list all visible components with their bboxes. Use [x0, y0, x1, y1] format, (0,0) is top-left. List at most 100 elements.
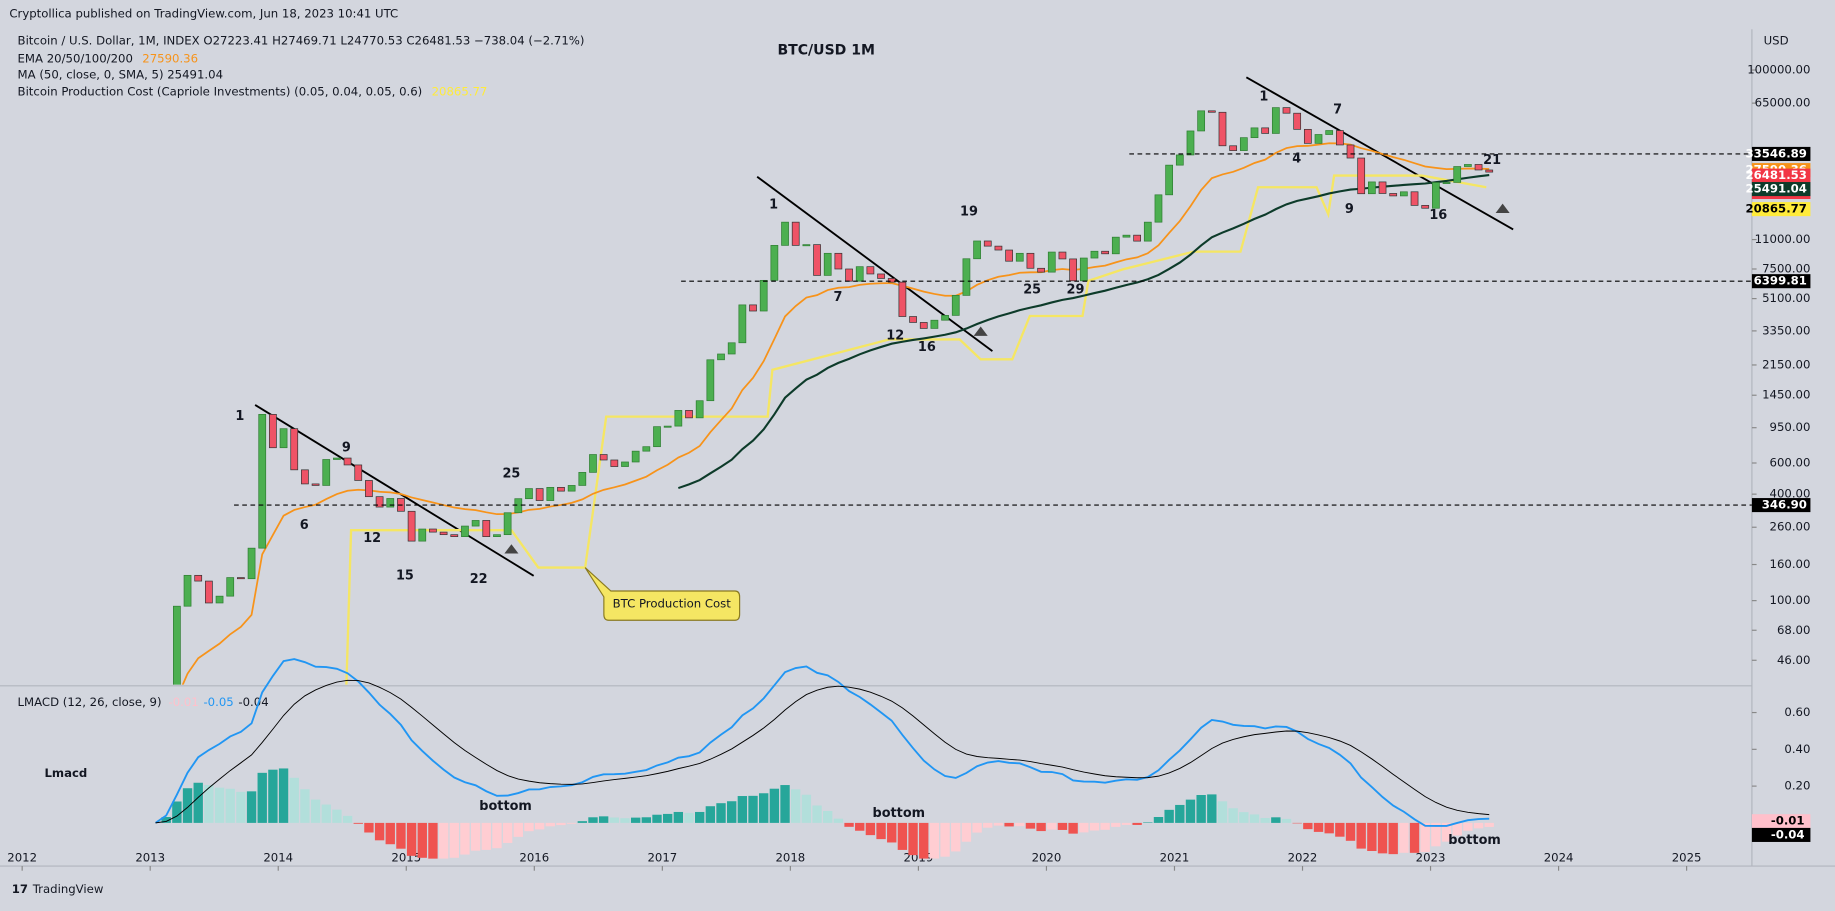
lmacd-histogram: [503, 823, 512, 843]
lmacd-histogram: [684, 813, 693, 823]
price-tag-label: 26481.53: [1746, 168, 1807, 182]
lmacd-line: [156, 659, 1490, 826]
lmacd-histogram: [791, 789, 800, 823]
lmacd-histogram: [1474, 823, 1483, 828]
annotation: 25: [1023, 283, 1041, 298]
lmacd-legend: LMACD (12, 26, close, 9)-0.01-0.05-0.04: [18, 695, 269, 709]
lmacd-histogram: [279, 768, 288, 822]
y-tick-label: 1450.00: [1762, 388, 1810, 402]
lmacd-histogram: [940, 823, 949, 857]
candle: [824, 253, 831, 275]
candle: [1240, 138, 1247, 151]
lmacd-histogram: [1026, 823, 1035, 829]
annotation: 12: [886, 328, 904, 343]
candle: [483, 520, 490, 536]
indicator-line: [678, 175, 1489, 488]
lmacd-histogram: [428, 823, 437, 859]
annotation: 4: [1292, 152, 1301, 167]
footer-logo: 17: [12, 882, 28, 896]
lmacd-histogram: [1015, 823, 1024, 826]
legend: Bitcoin / U.S. Dollar, 1M, INDEX O27223.…: [18, 33, 585, 47]
candle: [846, 269, 853, 281]
candle: [878, 274, 885, 278]
x-tick-label: 2016: [519, 850, 549, 864]
x-tick-label: 2025: [1672, 850, 1702, 864]
lmacd-histogram: [258, 773, 267, 823]
candle: [355, 465, 362, 481]
lmacd-histogram: [1218, 801, 1227, 823]
candle: [1464, 164, 1471, 166]
candle: [1176, 155, 1183, 165]
candle: [1304, 129, 1311, 143]
lmacd-histogram: [343, 816, 352, 823]
y-tick-label: 3350.00: [1762, 323, 1810, 337]
annotation: 16: [1429, 208, 1447, 223]
candle: [1155, 195, 1162, 222]
candle: [1347, 145, 1354, 158]
annotation: 7: [1333, 103, 1342, 118]
candle: [461, 526, 468, 537]
candle: [600, 455, 607, 460]
candle: [504, 513, 511, 535]
candle: [1400, 192, 1407, 196]
candle: [1187, 131, 1194, 155]
lmacd-histogram: [460, 823, 469, 855]
lmacd-histogram: [631, 818, 640, 823]
lmacd-histogram: [919, 823, 928, 859]
lmacd-histogram: [1186, 800, 1195, 823]
candle: [429, 529, 436, 532]
candle: [728, 343, 735, 354]
lmacd-histogram: [695, 812, 704, 823]
y-tick-label: 5100.00: [1762, 291, 1810, 305]
candle: [632, 451, 639, 462]
candle: [1294, 113, 1301, 129]
lmacd-histogram: [300, 789, 309, 823]
lmacd-histogram: [1122, 823, 1131, 825]
annotation: 1: [1259, 90, 1268, 105]
lmacd-histogram: [1485, 823, 1494, 827]
candle: [1219, 112, 1226, 146]
callout: BTC Production Cost: [613, 596, 732, 610]
lmacd-histogram: [866, 823, 875, 835]
price-tag-label: 20865.77: [1746, 202, 1807, 216]
lmacd-value: -0.04: [238, 695, 268, 709]
candle: [323, 459, 330, 485]
y-tick-label: 0.40: [1784, 742, 1810, 756]
x-tick-label: 2012: [7, 850, 37, 864]
annotation: 21: [1483, 153, 1501, 168]
footer: TradingView: [32, 882, 104, 896]
production-cost: [346, 176, 1486, 685]
lmacd-histogram: [1111, 823, 1120, 827]
legend: Bitcoin Production Cost (Capriole Invest…: [18, 84, 488, 98]
price-tag-label: 25491.04: [1746, 182, 1807, 196]
candle: [952, 295, 959, 315]
indicator-line: [156, 143, 1490, 724]
candle: [1006, 250, 1013, 261]
lmacd-histogram: [620, 818, 629, 823]
lmacd-value: -0.01: [169, 695, 199, 709]
lmacd-histogram: [1271, 817, 1280, 823]
x-tick-label: 2019: [904, 850, 934, 864]
lmacd-histogram: [1047, 823, 1056, 830]
lmacd-histogram: [1004, 823, 1013, 827]
lmacd-histogram: [1314, 823, 1323, 832]
candle: [1038, 268, 1045, 272]
legend: EMA 20/50/100/200: [18, 51, 133, 65]
candle: [611, 460, 618, 467]
candle: [1475, 164, 1482, 170]
lmacd-histogram: [1260, 818, 1269, 823]
candle: [237, 578, 244, 579]
y-tick-label: 0.20: [1784, 779, 1810, 793]
candle: [525, 489, 532, 499]
lmacd-histogram: [1399, 823, 1408, 853]
lmacd-histogram: [930, 823, 939, 859]
lmacd-note: bottom: [872, 806, 925, 821]
candle: [344, 458, 351, 465]
candle: [760, 280, 767, 311]
candle: [1443, 182, 1450, 183]
lmacd-histogram: [215, 788, 224, 823]
lmacd-histogram: [247, 791, 256, 823]
lmacd-histogram: [727, 801, 736, 823]
lmacd-histogram: [1282, 819, 1291, 823]
